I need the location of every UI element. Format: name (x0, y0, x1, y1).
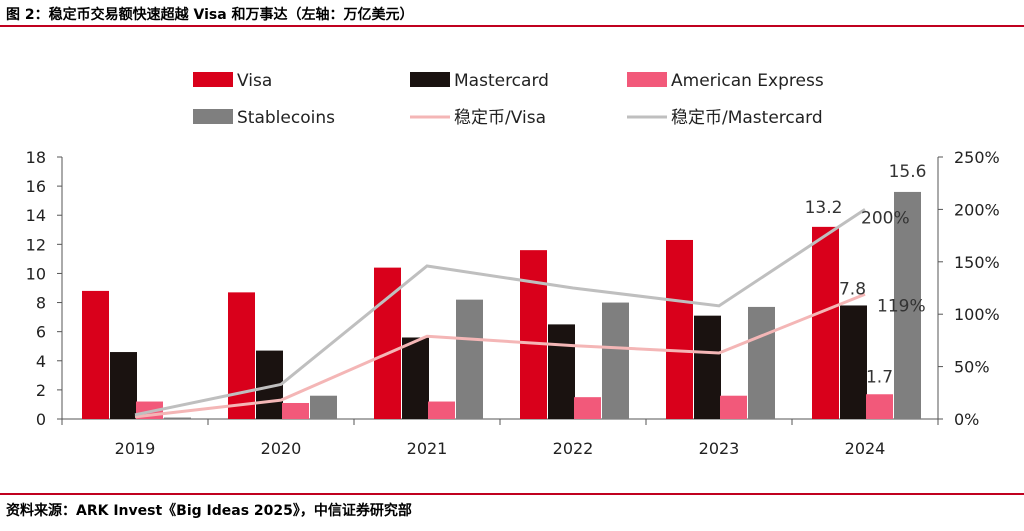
top-divider (0, 25, 1024, 27)
bar (812, 226, 839, 419)
bar (310, 395, 337, 419)
left-tick-label: 12 (26, 235, 46, 254)
bar (748, 306, 775, 419)
right-tick-label: 50% (954, 358, 990, 377)
bar (866, 394, 893, 419)
bar (694, 315, 721, 419)
legend-label: 稳定币/Mastercard (671, 108, 823, 128)
right-tick-label: 200% (954, 200, 1000, 219)
left-tick-label: 6 (36, 323, 46, 342)
right-tick-label: 0% (954, 410, 979, 429)
data-label: 119% (877, 296, 926, 316)
bar (548, 324, 575, 419)
bar (894, 191, 921, 419)
bar (840, 305, 867, 419)
data-label: 1.7 (866, 367, 893, 387)
legend-label: Stablecoins (237, 108, 335, 128)
bar (282, 402, 309, 419)
legend-swatch (410, 72, 450, 87)
legend-swatch (193, 109, 233, 124)
bottom-divider (0, 493, 1024, 495)
bar (602, 302, 629, 419)
left-tick-label: 18 (26, 148, 46, 167)
data-label: 7.8 (839, 279, 866, 299)
x-tick-label: 2021 (407, 439, 448, 458)
data-label: 200% (861, 208, 910, 228)
bar (402, 337, 429, 419)
series-line (134, 292, 866, 419)
bar (164, 417, 191, 419)
legend-label: 稳定币/Visa (454, 108, 546, 128)
left-tick-label: 2 (36, 381, 46, 400)
chart-title: 图 2：稳定币交易额快速超越 Visa 和万事达（左轴：万亿美元） (6, 7, 414, 23)
bar (374, 267, 401, 419)
left-tick-label: 4 (36, 352, 46, 371)
source-note: 资料来源：ARK Invest《Big Ideas 2025》，中信证券研究部 (6, 503, 412, 519)
x-tick-label: 2020 (261, 439, 302, 458)
left-tick-label: 0 (36, 410, 46, 429)
bar (666, 239, 693, 419)
bar (110, 352, 137, 419)
right-tick-label: 250% (954, 148, 1000, 167)
bar (82, 290, 109, 419)
series-line (134, 208, 866, 417)
legend-swatch (193, 72, 233, 87)
left-tick-label: 16 (26, 177, 46, 196)
data-label: 15.6 (889, 162, 927, 182)
legend-label: American Express (671, 71, 824, 91)
bar (428, 401, 455, 419)
right-tick-label: 150% (954, 253, 1000, 272)
bar (520, 250, 547, 419)
bar (228, 292, 255, 419)
x-tick-label: 2022 (553, 439, 594, 458)
x-tick-label: 2024 (845, 439, 886, 458)
right-tick-label: 100% (954, 305, 1000, 324)
bar (574, 397, 601, 419)
legend-label: Mastercard (454, 71, 549, 91)
legend-swatch (627, 72, 667, 87)
x-tick-label: 2023 (699, 439, 740, 458)
bar (720, 395, 747, 419)
legend-label: Visa (237, 71, 272, 91)
left-tick-label: 8 (36, 294, 46, 313)
left-tick-label: 14 (26, 206, 46, 225)
combo-chart: 0 2 4 6 8 10 12 14 16 18 0% 50% 100% 150% 200% 250% 2019… (26, 71, 1000, 458)
data-label: 13.2 (805, 198, 843, 218)
x-tick-label: 2019 (115, 439, 156, 458)
bar (456, 299, 483, 419)
left-tick-label: 10 (26, 264, 46, 283)
